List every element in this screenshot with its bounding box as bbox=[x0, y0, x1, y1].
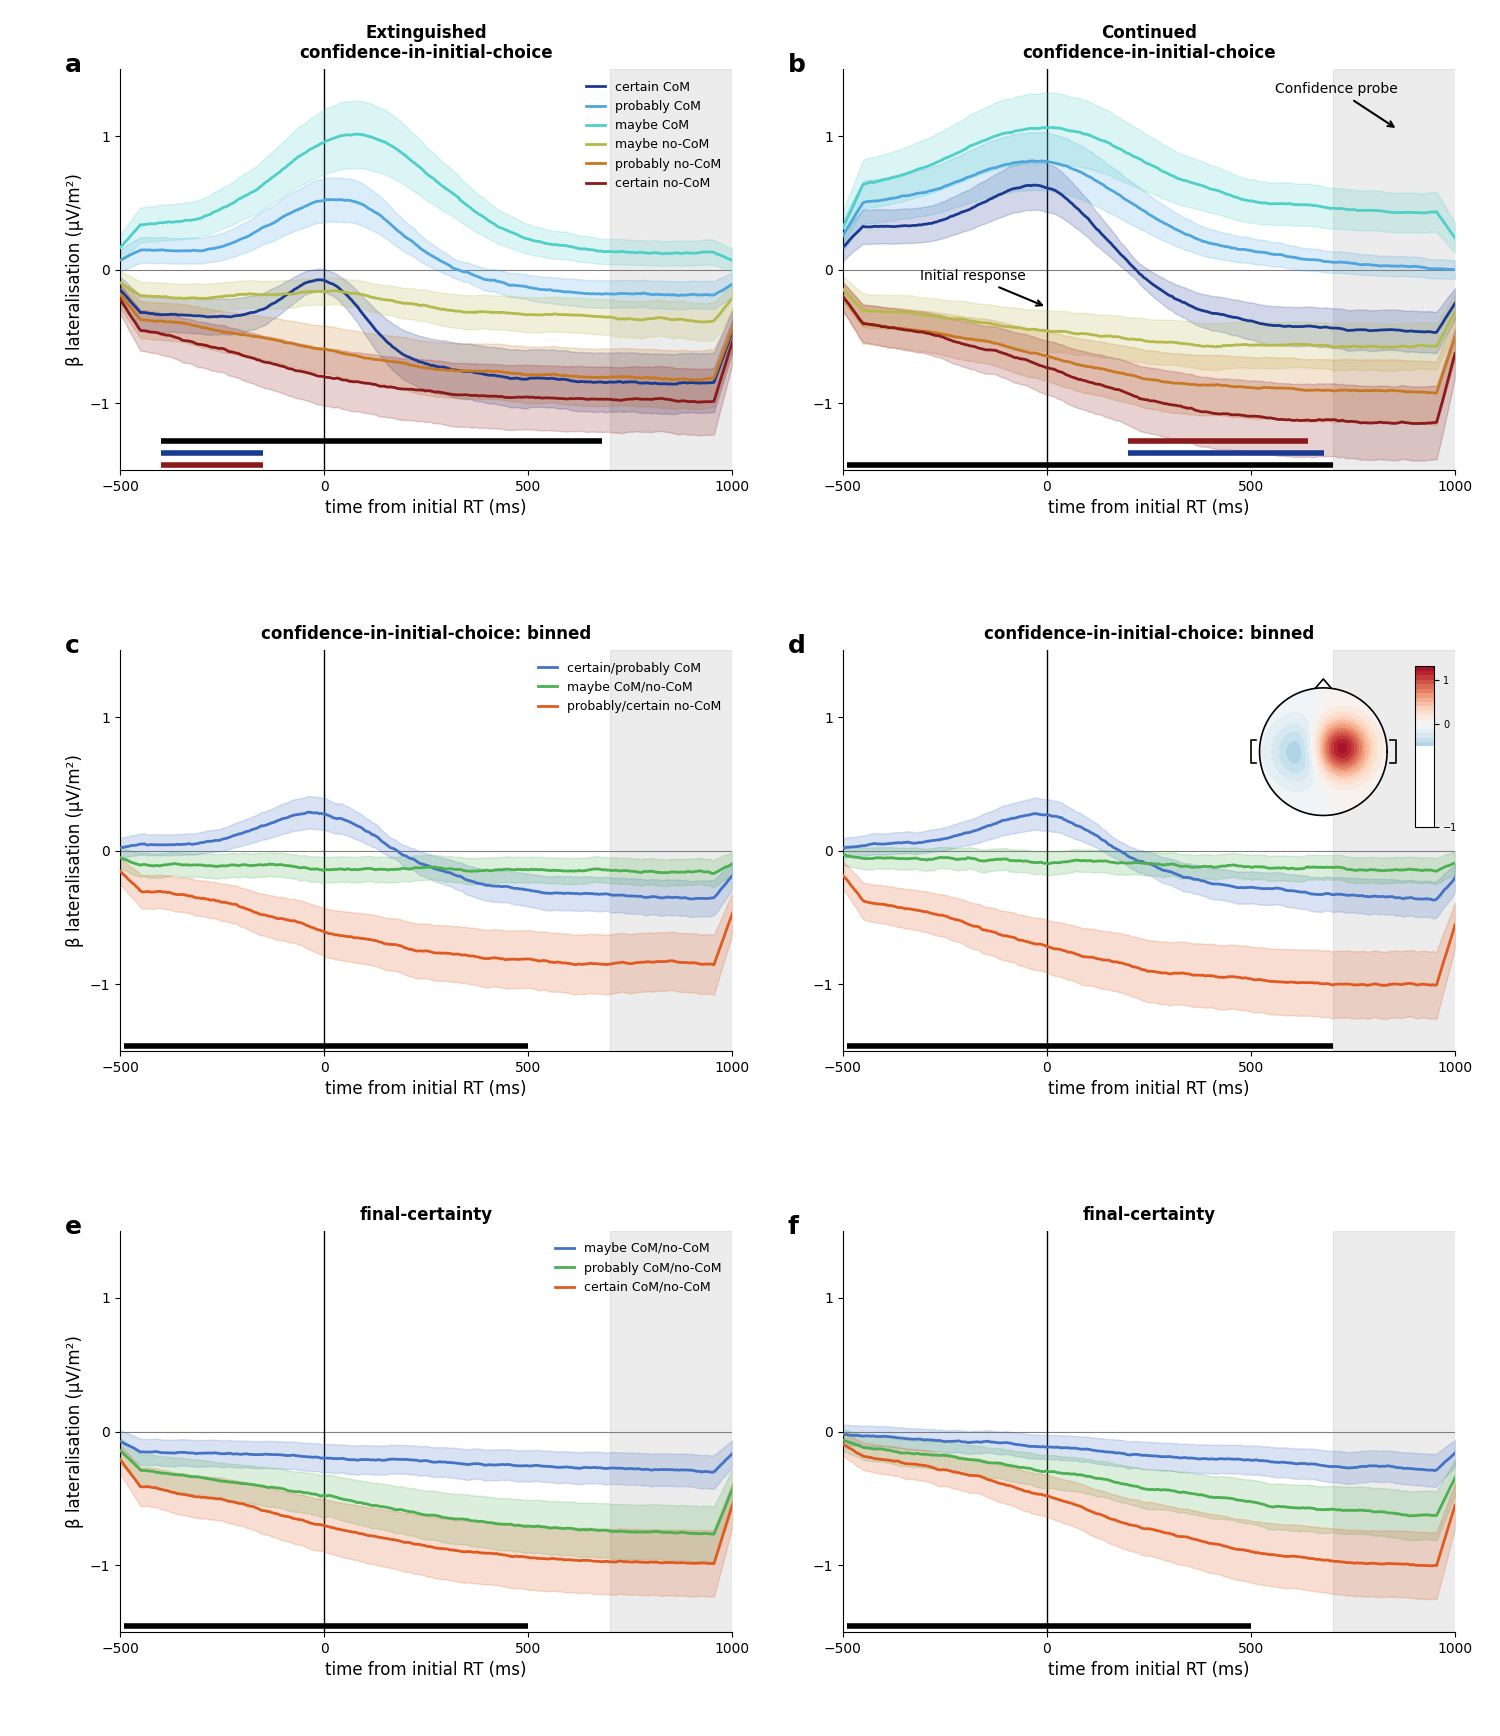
Text: e: e bbox=[64, 1215, 82, 1240]
Legend: certain/probably CoM, maybe CoM/no-CoM, probably/certain no-CoM: certain/probably CoM, maybe CoM/no-CoM, … bbox=[532, 656, 726, 719]
X-axis label: time from initial RT (ms): time from initial RT (ms) bbox=[1048, 1661, 1250, 1679]
Title: Extinguished
confidence-in-initial-choice: Extinguished confidence-in-initial-choic… bbox=[300, 24, 554, 62]
Text: a: a bbox=[64, 54, 82, 78]
X-axis label: time from initial RT (ms): time from initial RT (ms) bbox=[326, 1661, 526, 1679]
Text: d: d bbox=[788, 634, 806, 658]
Text: Confidence probe: Confidence probe bbox=[1275, 83, 1398, 127]
Title: final-certainty: final-certainty bbox=[1082, 1207, 1215, 1224]
Bar bbox=[1332, 69, 1455, 470]
Text: f: f bbox=[788, 1215, 798, 1240]
Bar bbox=[1332, 651, 1455, 1050]
X-axis label: time from initial RT (ms): time from initial RT (ms) bbox=[326, 1080, 526, 1099]
Bar bbox=[610, 69, 732, 470]
Y-axis label: β lateralisation (μV/m²): β lateralisation (μV/m²) bbox=[66, 174, 84, 366]
X-axis label: time from initial RT (ms): time from initial RT (ms) bbox=[1048, 500, 1250, 517]
Title: confidence-in-initial-choice: binned: confidence-in-initial-choice: binned bbox=[261, 625, 591, 644]
Bar bbox=[610, 1231, 732, 1632]
Y-axis label: β lateralisation (μV/m²): β lateralisation (μV/m²) bbox=[66, 1335, 84, 1528]
Title: final-certainty: final-certainty bbox=[360, 1207, 494, 1224]
Bar bbox=[610, 651, 732, 1050]
X-axis label: time from initial RT (ms): time from initial RT (ms) bbox=[1048, 1080, 1250, 1099]
Text: c: c bbox=[64, 634, 80, 658]
Title: Continued
confidence-in-initial-choice: Continued confidence-in-initial-choice bbox=[1022, 24, 1275, 62]
Legend: certain CoM, probably CoM, maybe CoM, maybe no-CoM, probably no-CoM, certain no-: certain CoM, probably CoM, maybe CoM, ma… bbox=[582, 76, 726, 194]
Text: Initial response: Initial response bbox=[920, 269, 1042, 306]
Text: b: b bbox=[788, 54, 806, 78]
X-axis label: time from initial RT (ms): time from initial RT (ms) bbox=[326, 500, 526, 517]
Legend: maybe CoM/no-CoM, probably CoM/no-CoM, certain CoM/no-CoM: maybe CoM/no-CoM, probably CoM/no-CoM, c… bbox=[550, 1238, 726, 1299]
Y-axis label: β lateralisation (μV/m²): β lateralisation (μV/m²) bbox=[66, 753, 84, 948]
Bar bbox=[1332, 1231, 1455, 1632]
Title: confidence-in-initial-choice: binned: confidence-in-initial-choice: binned bbox=[984, 625, 1314, 644]
